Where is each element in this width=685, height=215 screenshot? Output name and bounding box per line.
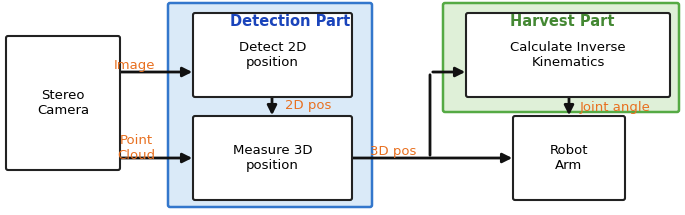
FancyBboxPatch shape — [466, 13, 670, 97]
FancyBboxPatch shape — [168, 3, 372, 207]
FancyBboxPatch shape — [193, 13, 352, 97]
Text: Measure 3D
position: Measure 3D position — [233, 144, 312, 172]
Text: 3D pos: 3D pos — [370, 144, 416, 158]
Text: Detection Part: Detection Part — [230, 14, 350, 29]
Text: Harvest Part: Harvest Part — [510, 14, 614, 29]
Text: Calculate Inverse
Kinematics: Calculate Inverse Kinematics — [510, 41, 626, 69]
Text: Stereo
Camera: Stereo Camera — [37, 89, 89, 117]
Text: Joint angle: Joint angle — [580, 101, 651, 115]
FancyBboxPatch shape — [443, 3, 679, 112]
FancyBboxPatch shape — [6, 36, 120, 170]
Text: 2D pos: 2D pos — [285, 100, 332, 112]
FancyBboxPatch shape — [193, 116, 352, 200]
FancyBboxPatch shape — [513, 116, 625, 200]
Text: Point
Cloud: Point Cloud — [117, 134, 155, 162]
Text: Image: Image — [114, 58, 155, 72]
Text: Robot
Arm: Robot Arm — [550, 144, 588, 172]
Text: Detect 2D
position: Detect 2D position — [239, 41, 306, 69]
